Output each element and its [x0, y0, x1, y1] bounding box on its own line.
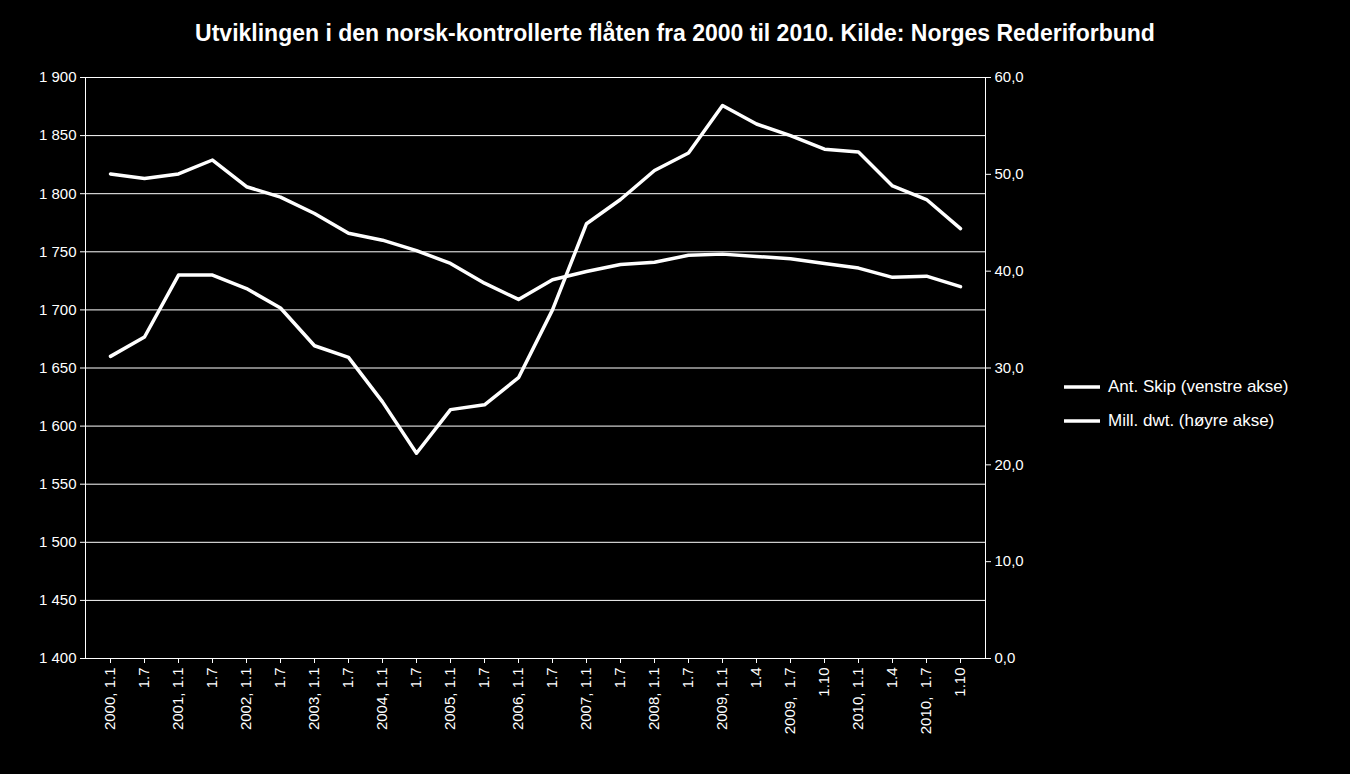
- svg-text:1 600: 1 600: [39, 417, 77, 434]
- svg-text:2004, 1.1: 2004, 1.1: [373, 668, 390, 731]
- svg-text:1.10: 1.10: [815, 668, 832, 697]
- svg-text:1.7: 1.7: [679, 668, 696, 689]
- svg-text:1 650: 1 650: [39, 359, 77, 376]
- svg-text:1 400: 1 400: [39, 649, 77, 666]
- svg-text:0,0: 0,0: [995, 649, 1016, 666]
- svg-text:1.7: 1.7: [339, 668, 356, 689]
- svg-text:1.7: 1.7: [271, 668, 288, 689]
- svg-text:1.7: 1.7: [543, 668, 560, 689]
- svg-text:60,0: 60,0: [995, 68, 1024, 85]
- svg-text:40,0: 40,0: [995, 262, 1024, 279]
- svg-text:1.7: 1.7: [475, 668, 492, 689]
- svg-text:2000, 1.1: 2000, 1.1: [101, 668, 118, 731]
- svg-text:2005, 1.1: 2005, 1.1: [441, 668, 458, 731]
- svg-text:1.4: 1.4: [883, 668, 900, 689]
- svg-text:2009, 1.1: 2009, 1.1: [713, 668, 730, 731]
- svg-text:1 700: 1 700: [39, 301, 77, 318]
- svg-text:1.4: 1.4: [747, 668, 764, 689]
- svg-text:30,0: 30,0: [995, 359, 1024, 376]
- svg-text:1 900: 1 900: [39, 68, 77, 85]
- svg-text:2008, 1.1: 2008, 1.1: [645, 668, 662, 731]
- svg-text:1 750: 1 750: [39, 243, 77, 260]
- html-text:Utviklingen i den norsk-kontro: Utviklingen i den norsk-kontrollerte flå…: [195, 20, 1155, 46]
- svg-text:1.10: 1.10: [951, 668, 968, 697]
- svg-text:1.7: 1.7: [203, 668, 220, 689]
- svg-text:2003, 1.1: 2003, 1.1: [305, 668, 322, 731]
- svg-text:20,0: 20,0: [995, 456, 1024, 473]
- svg-text:1 550: 1 550: [39, 475, 77, 492]
- svg-text:10,0: 10,0: [995, 552, 1024, 569]
- svg-text:1 800: 1 800: [39, 185, 77, 202]
- html-text:Ant. Skip (venstre akse): Ant. Skip (venstre akse): [1108, 377, 1289, 396]
- svg-text:1 850: 1 850: [39, 126, 77, 143]
- svg-text:2001, 1.1: 2001, 1.1: [169, 668, 186, 731]
- svg-text:2010, 1.1: 2010, 1.1: [849, 668, 866, 731]
- svg-text:1 500: 1 500: [39, 533, 77, 550]
- svg-text:1.7: 1.7: [135, 668, 152, 689]
- html-text:Mill. dwt. (høyre akse): Mill. dwt. (høyre akse): [1108, 411, 1275, 430]
- svg-text:2007, 1.1: 2007, 1.1: [577, 668, 594, 731]
- svg-text:1.7: 1.7: [407, 668, 424, 689]
- svg-text:50,0: 50,0: [995, 165, 1024, 182]
- svg-text:2010, 1.7: 2010, 1.7: [917, 668, 934, 735]
- svg-text:2009, 1.7: 2009, 1.7: [781, 668, 798, 735]
- svg-text:1.7: 1.7: [611, 668, 628, 689]
- svg-text:1 450: 1 450: [39, 591, 77, 608]
- svg-text:2006, 1.1: 2006, 1.1: [509, 668, 526, 731]
- svg-text:2002, 1.1: 2002, 1.1: [237, 668, 254, 731]
